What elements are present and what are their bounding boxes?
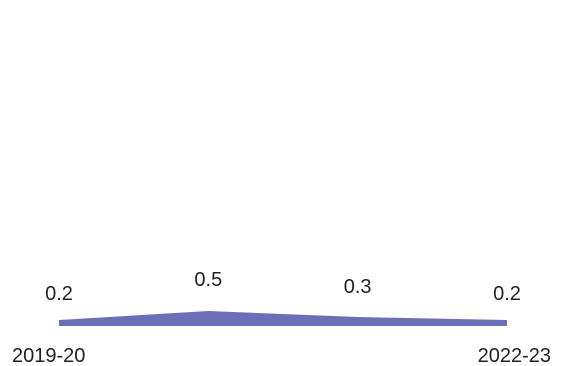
x-axis-tick-layer: 2019-20 2022-23 (12, 345, 551, 366)
data-label-layer: 0.2 0.5 0.3 0.2 (45, 269, 521, 305)
data-label: 0.2 (45, 283, 73, 305)
x-tick-label: 2019-20 (12, 345, 85, 366)
area-series-layer (59, 311, 507, 326)
x-tick-label: 2022-23 (478, 345, 551, 366)
data-label: 0.2 (493, 283, 521, 305)
data-label: 0.3 (344, 276, 372, 298)
data-label: 0.5 (194, 269, 222, 291)
area-series (59, 311, 507, 326)
